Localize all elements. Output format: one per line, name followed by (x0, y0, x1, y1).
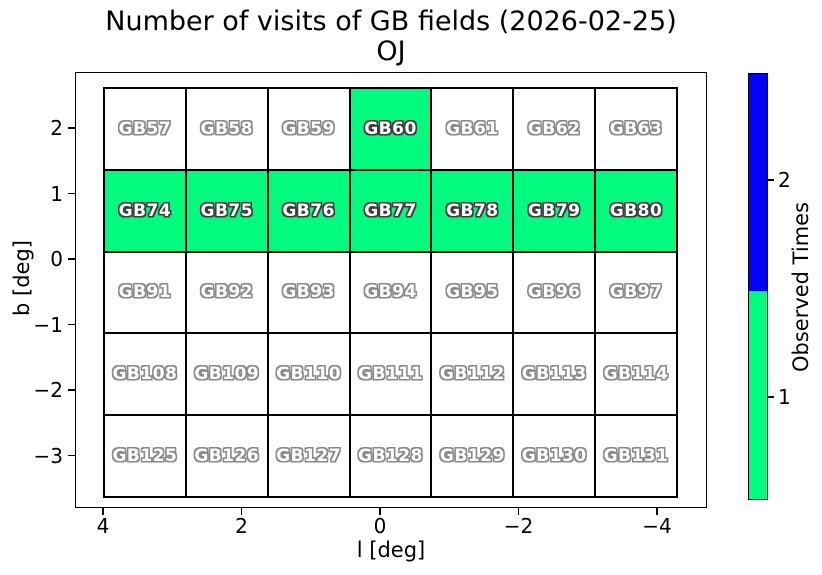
field-cell-GB109: GB109 (185, 333, 268, 416)
field-cell-GB75: GB75 (185, 169, 268, 252)
field-cell-GB96: GB96 (513, 251, 596, 334)
x-axis-label: l [deg] (356, 538, 426, 562)
field-cell-GB97: GB97 (595, 251, 677, 334)
x-tick-mark (240, 508, 243, 515)
field-cell-GB108: GB108 (104, 333, 186, 416)
field-cell-GB126: GB126 (185, 415, 268, 497)
x-tick-mark (656, 508, 658, 515)
field-cell-GB130: GB130 (513, 415, 596, 497)
y-tick-label: 1 (50, 181, 63, 206)
chart-title: Number of visits of GB fields (2026-02-2… (105, 6, 677, 37)
field-cell-GB127: GB127 (267, 415, 350, 497)
field-cell-GB79: GB79 (513, 169, 596, 252)
y-tick-mark (68, 454, 75, 457)
field-cell-GB125: GB125 (104, 415, 186, 497)
field-cell-GB111: GB111 (349, 333, 432, 416)
field-cell-GB59: GB59 (267, 88, 350, 170)
field-cell-GB129: GB129 (431, 415, 514, 497)
colorbar (748, 73, 768, 500)
x-tick-mark (379, 508, 381, 515)
y-tick-label: −3 (33, 443, 63, 468)
field-cell-GB62: GB62 (513, 88, 596, 170)
field-cell-GB92: GB92 (185, 251, 268, 334)
x-tick-label: −2 (503, 514, 534, 538)
field-cell-GB110: GB110 (267, 333, 350, 416)
field-grid: GB57 GB58 GB59 GB60 GB61 GB62 GB63 GB74 GB75 GB76… (103, 87, 678, 498)
y-tick-mark (68, 192, 75, 195)
y-tick-mark (68, 258, 75, 260)
y-tick-label: −2 (33, 378, 63, 402)
field-cell-GB57: GB57 (104, 88, 186, 170)
colorbar-tick-mark (768, 396, 774, 398)
y-tick-label: 0 (50, 247, 63, 271)
field-cell-GB61: GB61 (431, 88, 514, 170)
field-cell-GB128: GB128 (349, 415, 432, 497)
field-cell-GB131: GB131 (595, 415, 677, 497)
field-cell-GB74: GB74 (104, 169, 186, 252)
field-cell-GB63: GB63 (595, 88, 677, 170)
x-tick-label: −4 (642, 514, 672, 538)
colorbar-tick-mark (768, 179, 774, 181)
field-cell-GB91: GB91 (104, 251, 186, 334)
field-cell-GB77: GB77 (349, 169, 432, 252)
field-cell-GB76: GB76 (267, 169, 350, 252)
field-cell-GB112: GB112 (431, 333, 514, 416)
colorbar-tick-label: 1 (778, 385, 791, 409)
y-tick-label: 2 (50, 116, 63, 140)
field-cell-GB113: GB113 (513, 333, 596, 416)
field-cell-GB94: GB94 (349, 251, 432, 334)
y-tick-mark (68, 389, 75, 391)
y-tick-mark (68, 127, 75, 129)
chart-subtitle: OJ (376, 36, 406, 67)
colorbar-segment-2 (749, 74, 767, 291)
field-cell-GB95: GB95 (431, 251, 514, 334)
x-tick-mark (102, 508, 104, 515)
x-tick-mark (517, 508, 520, 515)
x-tick-label: 4 (96, 514, 110, 538)
x-tick-label: 2 (235, 514, 248, 538)
colorbar-segment-1 (749, 290, 767, 499)
field-cell-GB93: GB93 (267, 251, 350, 334)
field-cell-GB114: GB114 (595, 333, 677, 416)
y-tick-label: −1 (33, 312, 63, 337)
field-cell-GB80: GB80 (595, 169, 677, 252)
y-tick-mark (68, 323, 75, 326)
title-block: Number of visits of GB fields (2026-02-2… (75, 7, 707, 67)
field-cell-GB60: GB60 (349, 88, 432, 170)
colorbar-tick-label: 2 (778, 168, 791, 192)
x-tick-label: 0 (373, 514, 387, 538)
field-cell-GB78: GB78 (431, 169, 514, 252)
field-cell-GB58: GB58 (185, 88, 268, 170)
